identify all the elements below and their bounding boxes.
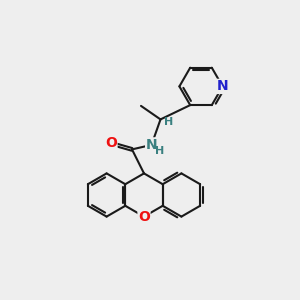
Text: O: O — [138, 210, 150, 224]
Text: H: H — [155, 146, 164, 157]
Text: O: O — [105, 136, 117, 150]
Text: N: N — [146, 138, 157, 152]
Text: H: H — [164, 117, 173, 128]
Text: N: N — [217, 80, 228, 93]
